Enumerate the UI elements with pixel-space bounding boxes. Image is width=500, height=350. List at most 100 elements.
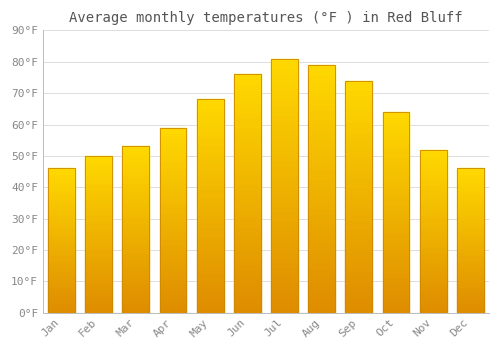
Bar: [308, 218, 335, 223]
Bar: [457, 229, 483, 232]
Bar: [86, 181, 112, 184]
Bar: [271, 302, 298, 308]
Bar: [86, 206, 112, 209]
Bar: [122, 176, 149, 180]
Bar: [160, 220, 186, 224]
Bar: [346, 303, 372, 308]
Bar: [122, 193, 149, 196]
Bar: [197, 134, 224, 138]
Bar: [122, 186, 149, 190]
Bar: [48, 295, 75, 298]
Bar: [346, 178, 372, 183]
Bar: [457, 284, 483, 287]
Bar: [234, 122, 260, 127]
Bar: [234, 74, 260, 313]
Bar: [160, 209, 186, 213]
Bar: [86, 303, 112, 306]
Bar: [271, 104, 298, 110]
Bar: [86, 156, 112, 159]
Bar: [346, 285, 372, 289]
Bar: [48, 275, 75, 278]
Bar: [382, 220, 409, 224]
Bar: [197, 257, 224, 261]
Bar: [197, 279, 224, 283]
Bar: [382, 293, 409, 296]
Bar: [48, 287, 75, 289]
Bar: [234, 98, 260, 103]
Bar: [420, 198, 446, 202]
Bar: [271, 221, 298, 226]
Bar: [160, 298, 186, 302]
Bar: [420, 179, 446, 182]
Bar: [197, 248, 224, 253]
Bar: [420, 306, 446, 309]
Bar: [48, 246, 75, 249]
Bar: [271, 277, 298, 282]
Bar: [457, 197, 483, 200]
Bar: [346, 127, 372, 132]
Bar: [382, 208, 409, 212]
Bar: [197, 228, 224, 232]
Bar: [346, 252, 372, 257]
Bar: [457, 310, 483, 313]
Bar: [271, 272, 298, 277]
Bar: [457, 171, 483, 174]
Bar: [86, 269, 112, 272]
Bar: [271, 150, 298, 155]
Bar: [234, 132, 260, 136]
Bar: [308, 238, 335, 243]
Bar: [234, 160, 260, 165]
Bar: [86, 253, 112, 256]
Bar: [382, 112, 409, 313]
Bar: [122, 309, 149, 313]
Bar: [308, 105, 335, 110]
Bar: [160, 283, 186, 287]
Bar: [48, 232, 75, 235]
Bar: [271, 206, 298, 211]
Bar: [382, 192, 409, 196]
Bar: [457, 215, 483, 217]
Bar: [346, 248, 372, 252]
Bar: [48, 278, 75, 281]
Bar: [234, 93, 260, 98]
Bar: [271, 287, 298, 292]
Bar: [382, 288, 409, 293]
Bar: [271, 252, 298, 257]
Bar: [457, 249, 483, 252]
Bar: [420, 264, 446, 267]
Bar: [160, 176, 186, 180]
Bar: [86, 234, 112, 237]
Bar: [420, 273, 446, 277]
Bar: [271, 226, 298, 231]
Bar: [420, 228, 446, 231]
Bar: [382, 116, 409, 120]
Bar: [160, 194, 186, 198]
Bar: [271, 191, 298, 196]
Bar: [271, 282, 298, 287]
Bar: [271, 99, 298, 104]
Bar: [346, 146, 372, 150]
Bar: [122, 263, 149, 266]
Bar: [382, 196, 409, 200]
Bar: [308, 298, 335, 303]
Bar: [382, 304, 409, 309]
Bar: [420, 257, 446, 260]
Bar: [308, 184, 335, 189]
Bar: [160, 187, 186, 190]
Bar: [86, 309, 112, 313]
Bar: [160, 131, 186, 135]
Bar: [234, 227, 260, 232]
Bar: [160, 128, 186, 131]
Bar: [346, 122, 372, 127]
Bar: [48, 226, 75, 229]
Bar: [420, 277, 446, 280]
Bar: [308, 80, 335, 85]
Bar: [457, 240, 483, 243]
Bar: [308, 248, 335, 253]
Bar: [86, 165, 112, 168]
Bar: [234, 203, 260, 208]
Bar: [160, 239, 186, 242]
Bar: [122, 286, 149, 289]
Bar: [48, 215, 75, 217]
Bar: [271, 114, 298, 120]
